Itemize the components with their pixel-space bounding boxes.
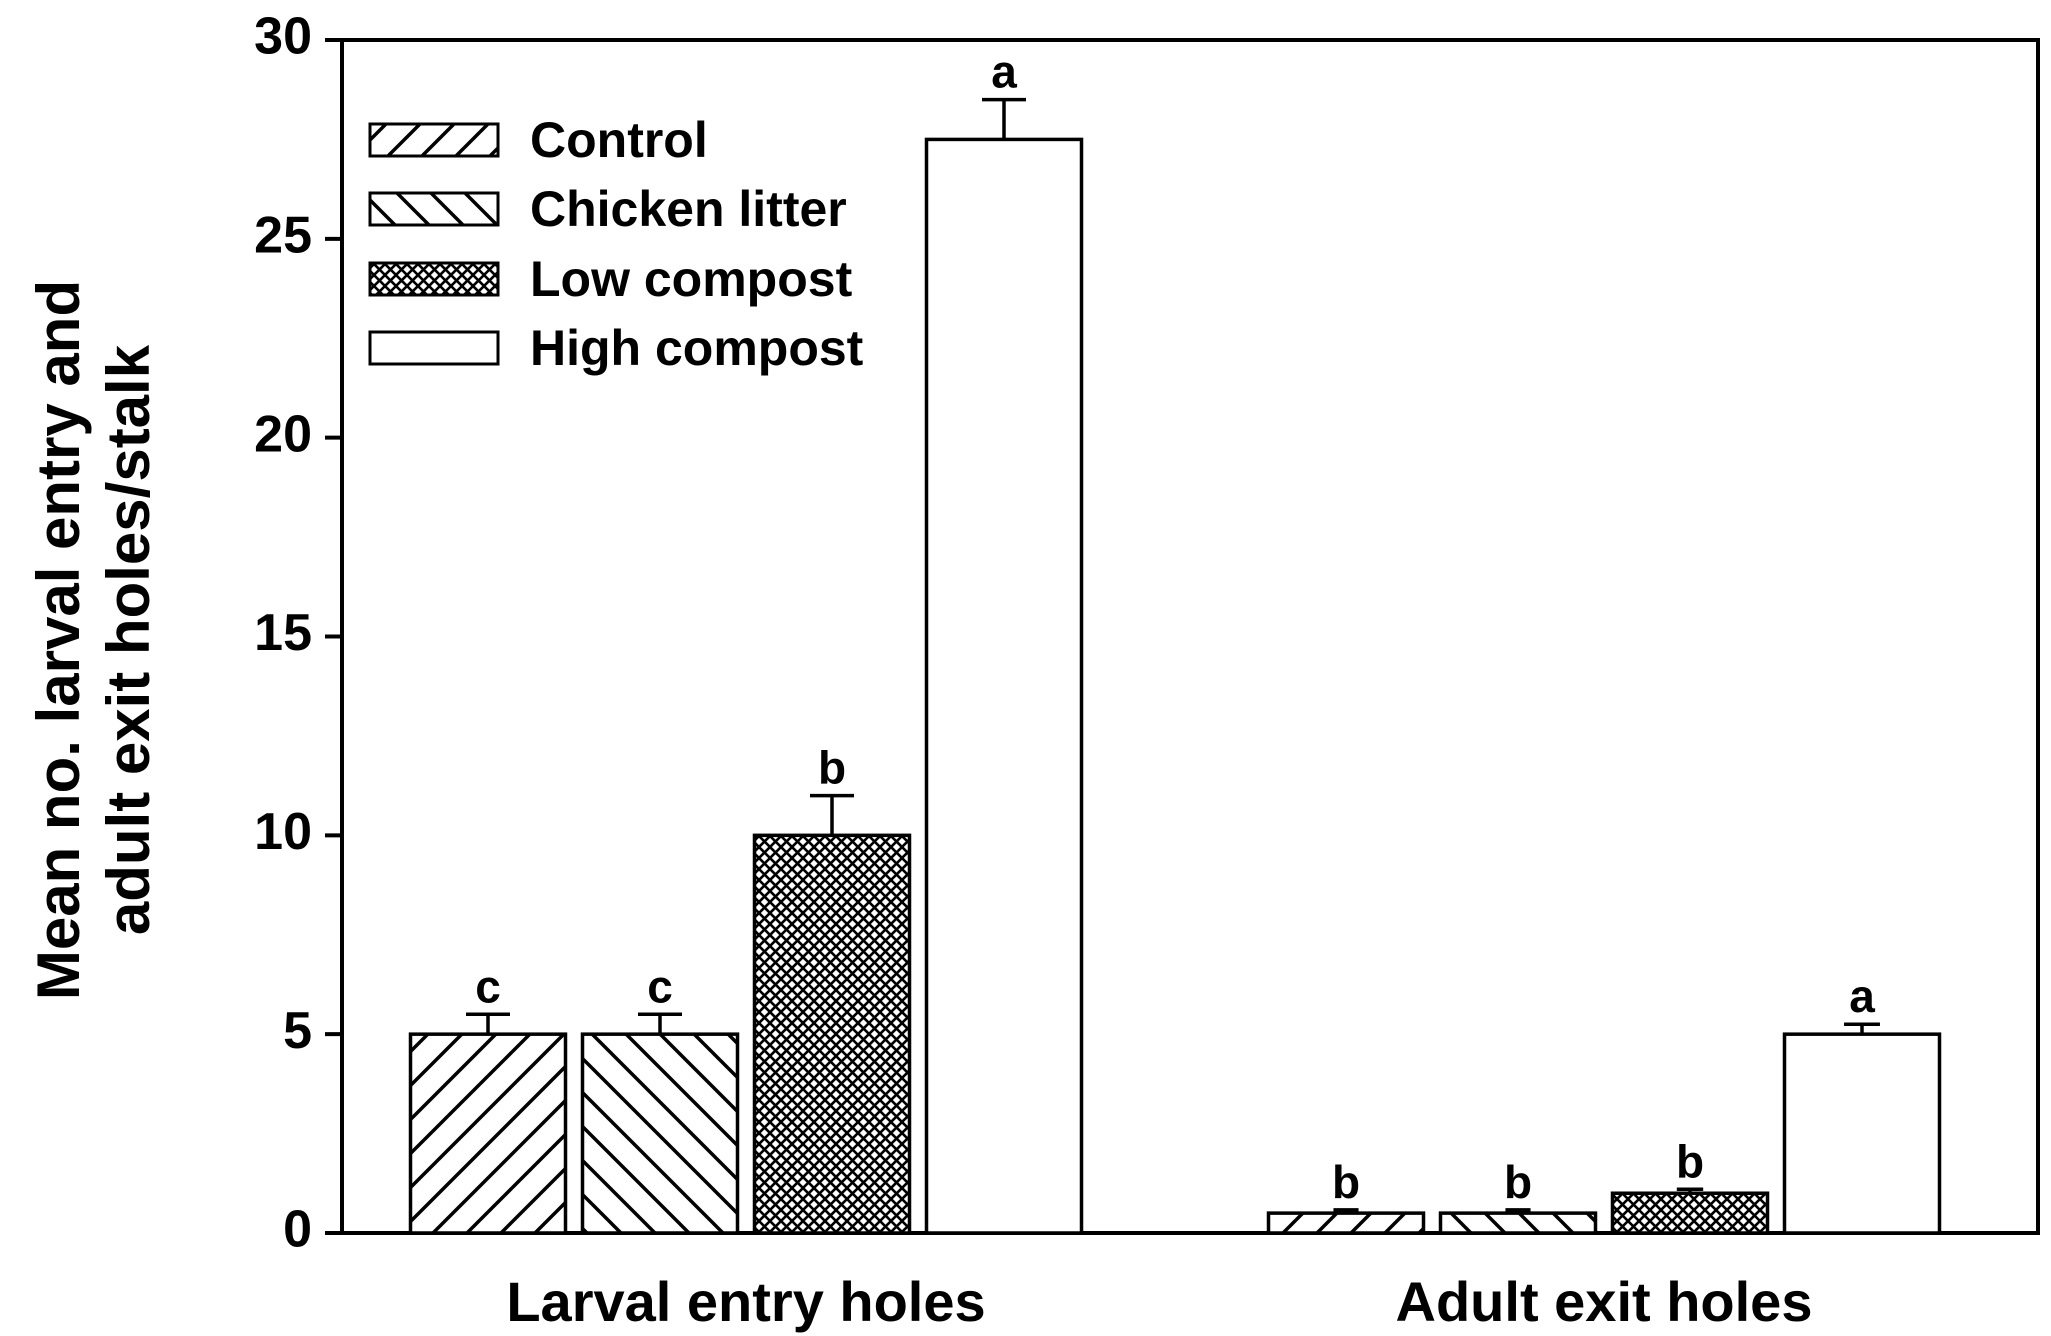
bar-chicken-litter-larval-entry-holes <box>580 1032 740 1235</box>
significance-letter: b <box>1676 1135 1704 1187</box>
x-category-label: Larval entry holes <box>506 1270 985 1333</box>
significance-letter: c <box>647 960 673 1012</box>
bar-control-larval-entry-holes <box>408 1032 568 1235</box>
legend-swatch-low-compost <box>368 261 500 297</box>
significance-letters: c b c b b b a a <box>475 46 1875 1208</box>
bar-high-compost-larval-entry-holes <box>924 137 1084 1235</box>
y-axis-label-line-1: Mean no. larval entry and <box>25 280 92 1000</box>
significance-letter: b <box>1504 1156 1532 1208</box>
significance-letter: a <box>1849 970 1875 1022</box>
y-axis: 0 5 10 15 20 25 30 <box>254 8 342 1259</box>
legend-swatch-control <box>368 122 500 158</box>
significance-letter: c <box>475 960 501 1012</box>
y-axis-label: Mean no. larval entry and adult exit hol… <box>25 280 162 1000</box>
bar-low-compost-adult-exit-holes <box>1610 1191 1770 1235</box>
y-tick-label: 30 <box>254 8 312 66</box>
y-tick-label: 10 <box>254 803 312 861</box>
bar-control-adult-exit-holes <box>1266 1211 1426 1235</box>
y-tick-label: 25 <box>254 207 312 265</box>
legend-swatch-high-compost <box>368 330 500 366</box>
significance-letter: a <box>991 46 1017 98</box>
significance-letter: b <box>1332 1156 1360 1208</box>
bars <box>408 137 1942 1235</box>
legend: Control Chicken litter Low compost High … <box>368 112 864 376</box>
y-tick-label: 20 <box>254 405 312 463</box>
y-tick-label: 5 <box>283 1002 312 1060</box>
x-axis-categories: Larval entry holes Adult exit holes <box>506 1270 1812 1333</box>
bar-low-compost-larval-entry-holes <box>752 833 912 1235</box>
legend-label-control: Control <box>530 112 708 168</box>
significance-letter: b <box>818 742 846 794</box>
legend-label-low-compost: Low compost <box>530 251 853 307</box>
legend-label-chicken-litter: Chicken litter <box>530 181 847 237</box>
y-axis-label-line-2: adult exit holes/stalk <box>95 344 162 935</box>
error-bars <box>466 97 1880 1214</box>
legend-swatch-chicken-litter <box>368 191 500 227</box>
y-tick-label: 0 <box>283 1201 312 1259</box>
y-tick-label: 15 <box>254 604 312 662</box>
bar-high-compost-adult-exit-holes <box>1782 1032 1942 1235</box>
x-category-label: Adult exit holes <box>1396 1270 1813 1333</box>
legend-label-high-compost: High compost <box>530 320 864 376</box>
bar-chicken-litter-adult-exit-holes <box>1438 1211 1598 1235</box>
